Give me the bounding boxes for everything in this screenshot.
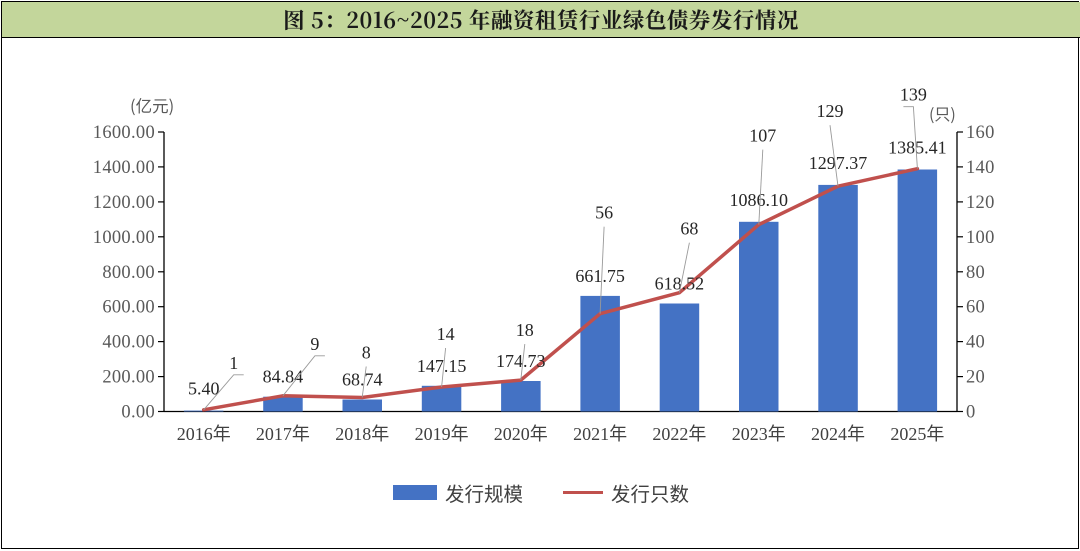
svg-text:661.75: 661.75 [575, 266, 625, 286]
svg-text:2019年: 2019年 [415, 424, 469, 444]
svg-text:56: 56 [595, 203, 613, 223]
svg-text:84.84: 84.84 [263, 367, 304, 387]
svg-text:9: 9 [310, 334, 319, 354]
svg-text:160: 160 [966, 123, 995, 143]
svg-text:2022年: 2022年 [652, 424, 706, 444]
svg-text:1000.00: 1000.00 [93, 228, 155, 248]
svg-text:(亿元): (亿元) [130, 93, 174, 117]
svg-text:120: 120 [966, 193, 995, 213]
svg-text:2021年: 2021年 [573, 424, 627, 444]
svg-text:600.00: 600.00 [102, 298, 155, 318]
svg-text:2023年: 2023年 [732, 424, 786, 444]
svg-text:129: 129 [817, 101, 844, 121]
svg-text:400.00: 400.00 [102, 333, 155, 353]
svg-text:2025年: 2025年 [890, 424, 944, 444]
svg-text:2016年: 2016年 [177, 424, 231, 444]
svg-text:0.00: 0.00 [121, 403, 155, 423]
svg-text:2024年: 2024年 [811, 424, 865, 444]
svg-text:0: 0 [966, 403, 976, 423]
svg-text:1: 1 [229, 353, 238, 373]
svg-text:(只): (只) [929, 101, 956, 125]
svg-text:5.40: 5.40 [188, 379, 220, 399]
svg-text:68: 68 [680, 219, 698, 239]
svg-text:40: 40 [966, 333, 985, 353]
svg-text:8: 8 [362, 343, 371, 363]
svg-text:68.74: 68.74 [342, 370, 383, 390]
svg-text:20: 20 [966, 368, 985, 388]
svg-text:140: 140 [966, 158, 995, 178]
svg-text:60: 60 [966, 298, 985, 318]
svg-text:1385.41: 1385.41 [888, 138, 947, 158]
svg-text:200.00: 200.00 [102, 368, 155, 388]
svg-text:1400.00: 1400.00 [93, 158, 155, 178]
svg-text:800.00: 800.00 [102, 263, 155, 283]
svg-text:147.15: 147.15 [417, 356, 467, 376]
svg-text:2020年: 2020年 [494, 424, 548, 444]
svg-text:1297.37: 1297.37 [809, 153, 868, 173]
svg-text:100: 100 [966, 228, 995, 248]
svg-text:139: 139 [900, 85, 927, 105]
svg-text:2017年: 2017年 [256, 424, 310, 444]
svg-text:1200.00: 1200.00 [93, 193, 155, 213]
svg-text:80: 80 [966, 263, 985, 283]
svg-text:1086.10: 1086.10 [730, 190, 789, 210]
svg-text:107: 107 [749, 126, 776, 146]
svg-text:2018年: 2018年 [335, 424, 389, 444]
svg-text:1600.00: 1600.00 [93, 123, 155, 143]
svg-text:174.73: 174.73 [496, 351, 546, 371]
svg-text:14: 14 [437, 324, 455, 344]
svg-text:18: 18 [516, 320, 534, 340]
